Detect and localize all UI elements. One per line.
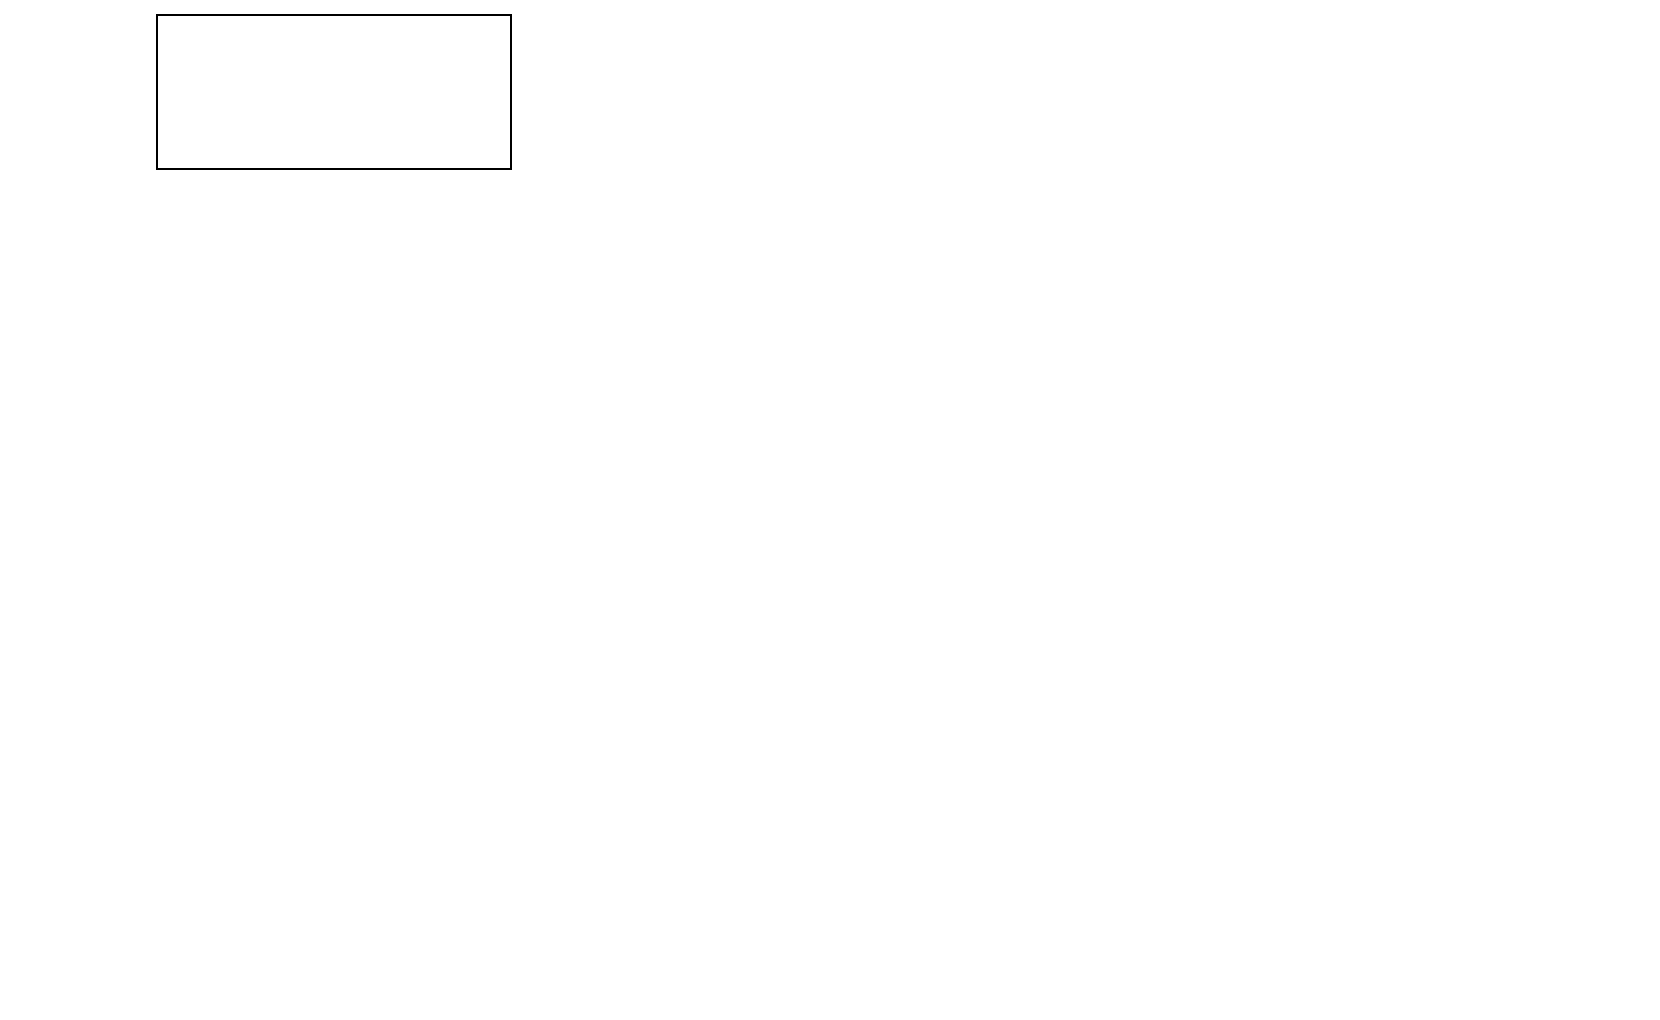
legend xyxy=(156,14,512,170)
